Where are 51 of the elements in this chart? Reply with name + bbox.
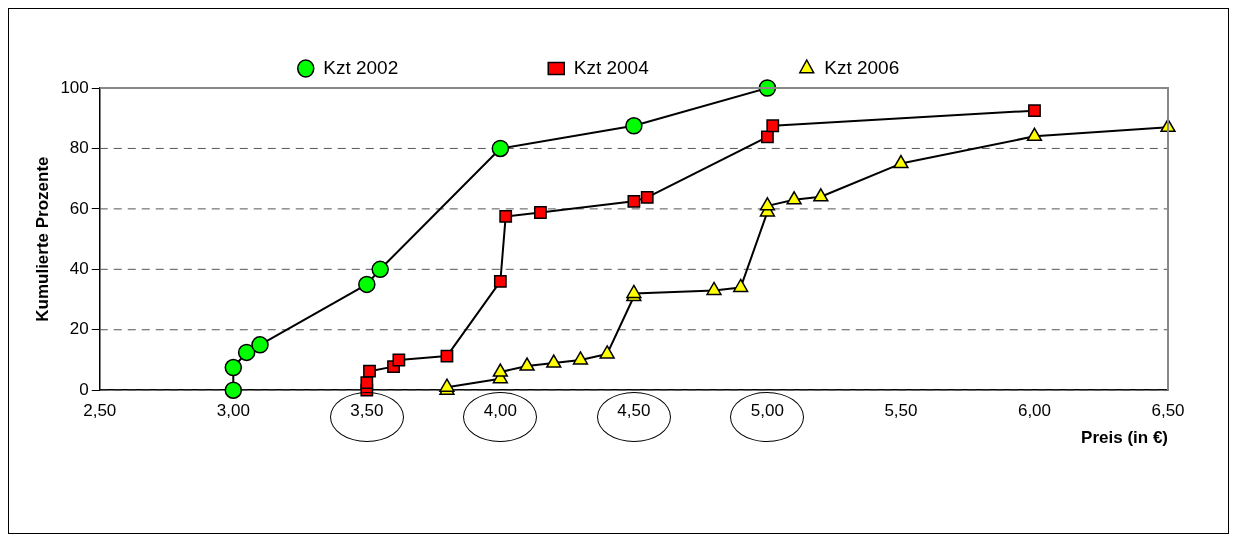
point [237, 343, 256, 362]
x-tick-label: 6,00 [1017, 401, 1052, 421]
point [1028, 104, 1041, 118]
point [251, 336, 269, 354]
x-axis-title: Preis (in €) [1081, 428, 1168, 448]
point [534, 206, 547, 219]
point [224, 381, 243, 399]
y-tick-label: 80 [69, 138, 89, 158]
y-tick-label: 40 [69, 259, 89, 279]
x-tick-label: 2,50 [83, 401, 117, 421]
point [786, 191, 802, 205]
x-tick-label: 5,50 [884, 401, 918, 421]
point [640, 190, 654, 204]
point [546, 354, 562, 368]
legend-label: Kzt 2004 [573, 56, 650, 78]
point [572, 351, 589, 365]
point [224, 358, 243, 377]
y-tick-label: 20 [69, 319, 89, 339]
point [491, 139, 510, 158]
point [493, 275, 507, 288]
legend-label: Kzt 2002 [323, 56, 399, 78]
point [599, 345, 615, 359]
point [363, 364, 376, 378]
point [392, 353, 406, 367]
legend-label: Kzt 2006 [824, 56, 900, 78]
point [893, 154, 909, 169]
point [625, 117, 643, 135]
y-tick-label: 60 [69, 198, 89, 218]
point [499, 210, 513, 223]
x-tick-label: 4,00 [483, 401, 517, 421]
y-tick-label: 0 [79, 379, 89, 399]
point [706, 281, 722, 296]
point [1026, 127, 1043, 142]
x-tick-label: 5,00 [750, 401, 784, 421]
point [766, 119, 780, 133]
point [759, 197, 776, 211]
y-axis-title: Kumulierte Prozente [32, 156, 52, 322]
point [627, 194, 641, 208]
point [358, 275, 376, 294]
point [733, 278, 749, 293]
y-tick-label: 100 [60, 77, 89, 97]
x-tick-label: 3,50 [350, 401, 384, 421]
x-tick-label: 6,50 [1151, 401, 1185, 421]
x-tick-label: 3,00 [216, 401, 250, 421]
point [761, 130, 774, 144]
point [519, 357, 535, 371]
point [371, 260, 389, 279]
x-tick-label: 4,50 [617, 401, 651, 421]
point [492, 363, 509, 377]
point [813, 188, 829, 202]
point [360, 376, 374, 390]
